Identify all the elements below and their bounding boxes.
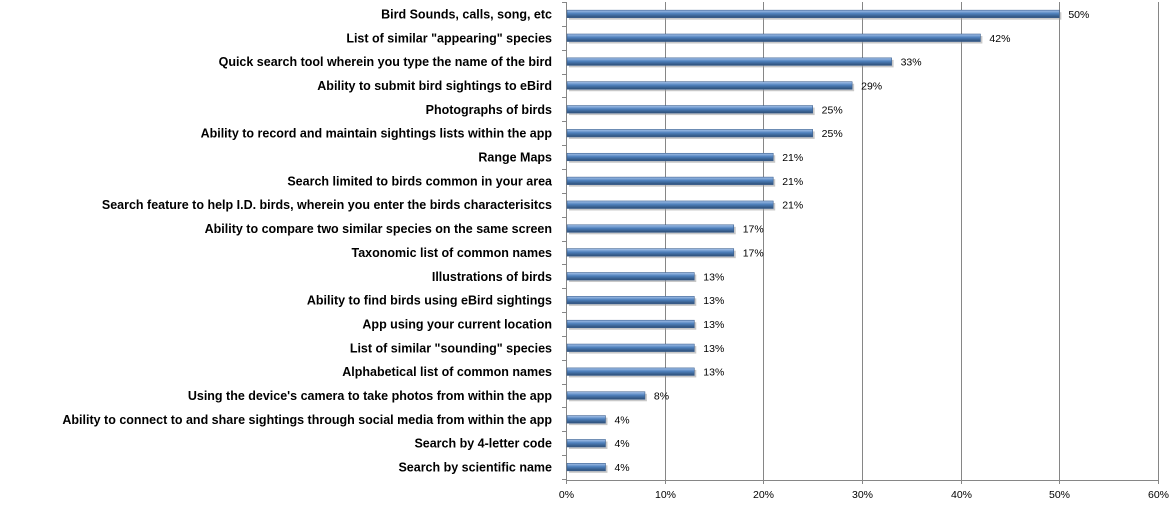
category-label: Ability to connect to and share sighting… <box>62 413 552 427</box>
category-label: Ability to record and maintain sightings… <box>201 127 553 141</box>
axes <box>562 2 1159 484</box>
x-tick-label: 30% <box>852 489 873 501</box>
bar <box>566 367 695 376</box>
data-label: 4% <box>614 438 629 450</box>
data-label: 13% <box>703 367 724 379</box>
data-label: 33% <box>901 57 922 69</box>
x-tick-label: 20% <box>753 489 774 501</box>
bar <box>566 296 695 305</box>
bar <box>566 105 813 114</box>
bar <box>566 33 981 42</box>
bar <box>566 248 735 257</box>
x-tick-label: 10% <box>655 489 676 501</box>
gridlines <box>665 2 1159 480</box>
bar <box>566 200 774 209</box>
category-label: Search limited to birds common in your a… <box>287 174 553 188</box>
bar <box>566 439 606 448</box>
bar <box>566 391 646 400</box>
data-label: 13% <box>703 319 724 331</box>
x-tick-labels: 0% 10% 20% 30% 40% 50% 60% <box>559 489 1169 501</box>
category-label: Ability to submit bird sightings to eBir… <box>317 79 552 93</box>
x-tick-label: 40% <box>951 489 972 501</box>
category-label: Search by 4-letter code <box>414 437 552 451</box>
bar <box>566 415 606 424</box>
category-label: List of similar "appearing" species <box>346 31 552 45</box>
category-label: Alphabetical list of common names <box>342 365 552 379</box>
category-label: Illustrations of birds <box>432 270 552 284</box>
data-label: 13% <box>703 343 724 355</box>
category-label: Ability to find birds using eBird sighti… <box>307 294 552 308</box>
bar <box>566 129 813 138</box>
category-labels: Bird Sounds, calls, song, etc List of sim… <box>62 7 553 474</box>
category-label: Quick search tool wherein you type the n… <box>219 55 552 69</box>
category-label: App using your current location <box>362 317 552 331</box>
category-label: List of similar "sounding" species <box>350 341 552 355</box>
data-label: 21% <box>782 176 803 188</box>
data-label: 13% <box>703 271 724 283</box>
x-tick-label: 60% <box>1148 489 1169 501</box>
data-label: 21% <box>782 152 803 164</box>
data-label: 4% <box>614 462 629 474</box>
bar <box>566 272 695 281</box>
data-label: 25% <box>822 104 843 116</box>
category-label: Taxonomic list of common names <box>351 246 552 260</box>
data-label: 29% <box>861 80 882 92</box>
bar <box>566 9 1060 18</box>
bar <box>566 81 853 90</box>
bar <box>566 57 892 66</box>
data-labels: 50% 42% 33% 29% 25% 25% 21% 21% 21% 17% 17% 13% 13% 1… <box>614 9 1089 474</box>
bars <box>566 9 1062 473</box>
bar <box>566 463 606 472</box>
bar <box>566 176 774 185</box>
data-label: 4% <box>614 414 629 426</box>
data-label: 21% <box>782 200 803 212</box>
data-label: 50% <box>1068 9 1089 21</box>
bar <box>566 319 695 329</box>
category-label: Ability to compare two similar species o… <box>205 222 552 236</box>
category-label: Range Maps <box>478 151 552 165</box>
data-label: 17% <box>743 247 764 259</box>
bar <box>566 224 735 233</box>
category-label: Search feature to help I.D. birds, where… <box>102 198 552 212</box>
data-label: 25% <box>822 128 843 140</box>
category-label: Photographs of birds <box>426 103 552 117</box>
data-label: 8% <box>654 391 669 403</box>
category-label: Search by scientific name <box>398 461 552 475</box>
x-tick-label: 50% <box>1049 489 1070 501</box>
bar <box>566 152 774 162</box>
bar <box>566 343 695 352</box>
category-label: Bird Sounds, calls, song, etc <box>381 7 552 21</box>
x-tick-label: 0% <box>559 489 574 501</box>
data-label: 13% <box>703 295 724 307</box>
data-label: 17% <box>743 224 764 236</box>
data-label: 42% <box>989 33 1010 45</box>
category-label: Using the device's camera to take photos… <box>188 389 553 403</box>
